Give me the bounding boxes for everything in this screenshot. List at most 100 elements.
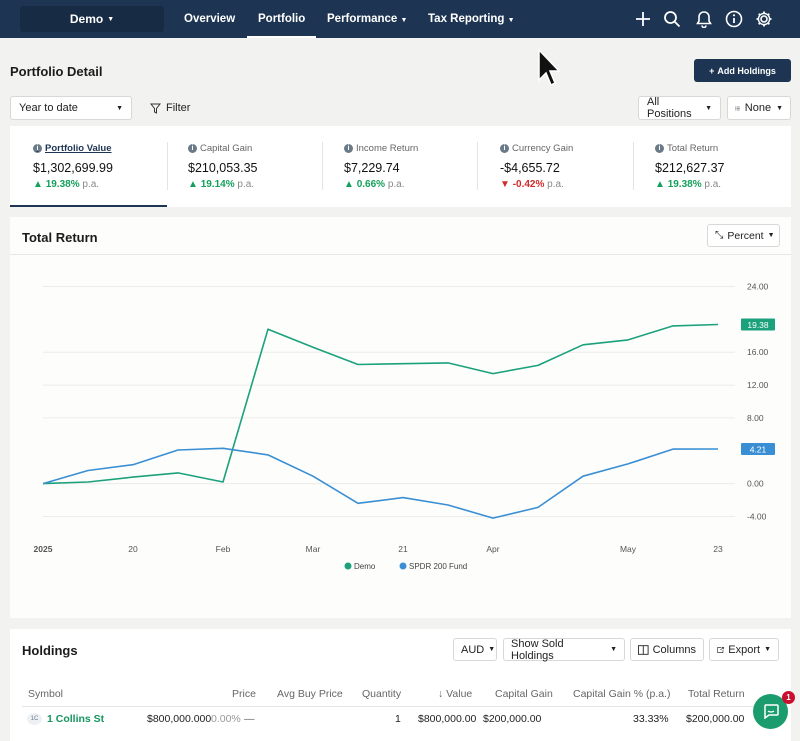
columns-icon [638, 644, 649, 655]
columns-button[interactable]: Columns [630, 638, 704, 661]
holding-avg-buy-price: — [244, 713, 255, 725]
stat-value: $210,053.35 [188, 161, 258, 175]
nav-tax-reporting[interactable]: Tax Reporting ▼ [428, 0, 515, 38]
stat-change: -0.42% [512, 179, 545, 190]
mouse-cursor-icon [538, 48, 561, 87]
total-return-card: Total Return ⤡ Percent ▼ 24.00 16.00 12.00… [10, 217, 791, 618]
stat-change: 19.38% [45, 179, 80, 190]
nav-tax-reporting-label: Tax Reporting [428, 13, 505, 25]
x-tick-label: Mar [306, 544, 321, 554]
plus-icon[interactable] [632, 8, 654, 30]
plus-icon: + [709, 65, 715, 76]
percent-icon: ⤡ [715, 229, 724, 241]
show-sold-value: Show Sold Holdings [511, 637, 564, 662]
holdings-title: Holdings [22, 643, 78, 658]
add-holdings-label: Add Holdings [717, 65, 776, 76]
x-tick-label: 2025 [34, 544, 53, 554]
filter-button[interactable]: Filter [150, 96, 210, 120]
stat-value: -$4,655.72 [500, 161, 560, 175]
stat-total-return[interactable]: i Total Return $212,627.37 ▲ 19.38% p.a. [655, 126, 785, 207]
holding-value: $800,000.00 [418, 713, 477, 725]
holding-price: $800,000.000 [147, 713, 212, 725]
info-icon: i [33, 144, 42, 153]
stat-value: $212,627.37 [655, 161, 725, 175]
export-icon [717, 646, 724, 653]
filter-label: Filter [166, 102, 191, 114]
show-sold-select[interactable]: Show Sold Holdings ▼ [503, 637, 625, 662]
chart-mode-select[interactable]: ⤡ Percent ▼ [707, 224, 780, 247]
column-header-value-label: Value [446, 688, 473, 700]
caret-up-icon: ▲ [188, 179, 198, 190]
holding-total-return: $200,000.00 [686, 713, 745, 725]
gear-icon[interactable] [753, 8, 775, 30]
holding-price-change: 0.00% [211, 713, 241, 725]
info-icon: i [344, 144, 353, 153]
stat-currency-gain[interactable]: i Currency Gain -$4,655.72 ▼ -0.42% p.a. [500, 126, 640, 207]
holding-badge: 1C [27, 713, 42, 725]
column-header-total-return[interactable]: Total Return [688, 688, 745, 700]
list-icon [735, 106, 740, 110]
divider [633, 142, 634, 190]
x-tick-label: Apr [486, 544, 499, 554]
stat-portfolio-value[interactable]: i Portfolio Value $1,302,699.99 ▲ 19.38% … [33, 126, 173, 207]
stat-label: Portfolio Value [45, 143, 112, 154]
period-select[interactable]: Year to date ▼ [10, 96, 132, 120]
add-holdings-button[interactable]: + Add Holdings [694, 59, 791, 82]
export-button[interactable]: Export ▼ [709, 638, 779, 661]
nav-overview[interactable]: Overview [184, 13, 236, 25]
column-header-quantity[interactable]: Quantity [362, 688, 402, 700]
info-icon: i [655, 144, 664, 153]
total-return-chart: 24.00 16.00 12.00 8.00 0.00 -4.00 2025 20 Feb Mar… [34, 282, 775, 571]
column-header-avg-buy-price[interactable]: Avg Buy Price [277, 688, 343, 700]
grouping-select[interactable]: None ▼ [727, 96, 791, 120]
info-icon[interactable] [723, 8, 745, 30]
caret-down-icon: ▼ [500, 179, 510, 190]
chevron-down-icon: ▼ [764, 646, 771, 653]
stat-suffix: p.a. [387, 179, 405, 190]
holding-symbol-link[interactable]: 1 Collins St [47, 713, 105, 725]
legend-label: SPDR 200 Fund [409, 562, 467, 571]
series-end-label: 19.38 [747, 320, 769, 330]
grouping-select-value: None [744, 102, 772, 114]
nav-performance-label: Performance [327, 13, 398, 25]
search-icon[interactable] [661, 8, 683, 30]
stat-change: 19.38% [667, 179, 702, 190]
positions-select[interactable]: All Positions ▼ [638, 96, 721, 120]
series-line-1 [42, 447, 719, 519]
info-icon: i [188, 144, 197, 153]
chevron-down-icon: ▼ [705, 104, 712, 112]
stat-value: $1,302,699.99 [33, 161, 113, 175]
stat-label: Total Return [667, 143, 719, 154]
stat-label: Currency Gain [512, 143, 574, 154]
divider [22, 706, 784, 707]
column-header-capital-gain[interactable]: Capital Gain [495, 688, 553, 700]
column-header-symbol[interactable]: Symbol [28, 688, 64, 700]
series-line-0 [42, 323, 719, 485]
divider [477, 142, 478, 190]
bell-icon[interactable] [693, 8, 715, 30]
y-tick-label: 16.00 [747, 347, 769, 357]
nav-portfolio[interactable]: Portfolio [247, 0, 317, 38]
divider [322, 142, 323, 190]
filter-icon [150, 103, 161, 114]
chevron-down-icon: ▼ [610, 646, 617, 653]
chevron-down-icon: ▼ [776, 104, 783, 112]
stat-suffix: p.a. [547, 179, 564, 190]
y-tick-label: 24.00 [747, 282, 769, 292]
stat-change: 19.14% [200, 179, 235, 190]
column-header-price[interactable]: Price [232, 688, 256, 700]
caret-up-icon: ▲ [655, 179, 665, 190]
y-tick-label: -4.00 [747, 511, 767, 521]
holding-capital-gain: $200,000.00 [483, 713, 542, 725]
divider [10, 254, 791, 255]
currency-select[interactable]: AUD ▼ [453, 638, 497, 661]
export-label: Export [728, 643, 761, 656]
portfolio-selector[interactable]: Demo ▼ [20, 6, 164, 32]
page-header: Portfolio Detail + Add Holdings [0, 38, 800, 124]
chevron-down-icon: ▼ [488, 646, 496, 653]
column-header-capital-gain-pct[interactable]: Capital Gain % (p.a.) [573, 688, 671, 700]
column-header-value[interactable]: ↓ Value [438, 688, 472, 700]
stat-income-return[interactable]: i Income Return $7,229.74 ▲ 0.66% p.a. [344, 126, 484, 207]
stat-capital-gain[interactable]: i Capital Gain $210,053.35 ▲ 19.14% p.a. [188, 126, 328, 207]
nav-performance[interactable]: Performance ▼ [327, 0, 407, 38]
